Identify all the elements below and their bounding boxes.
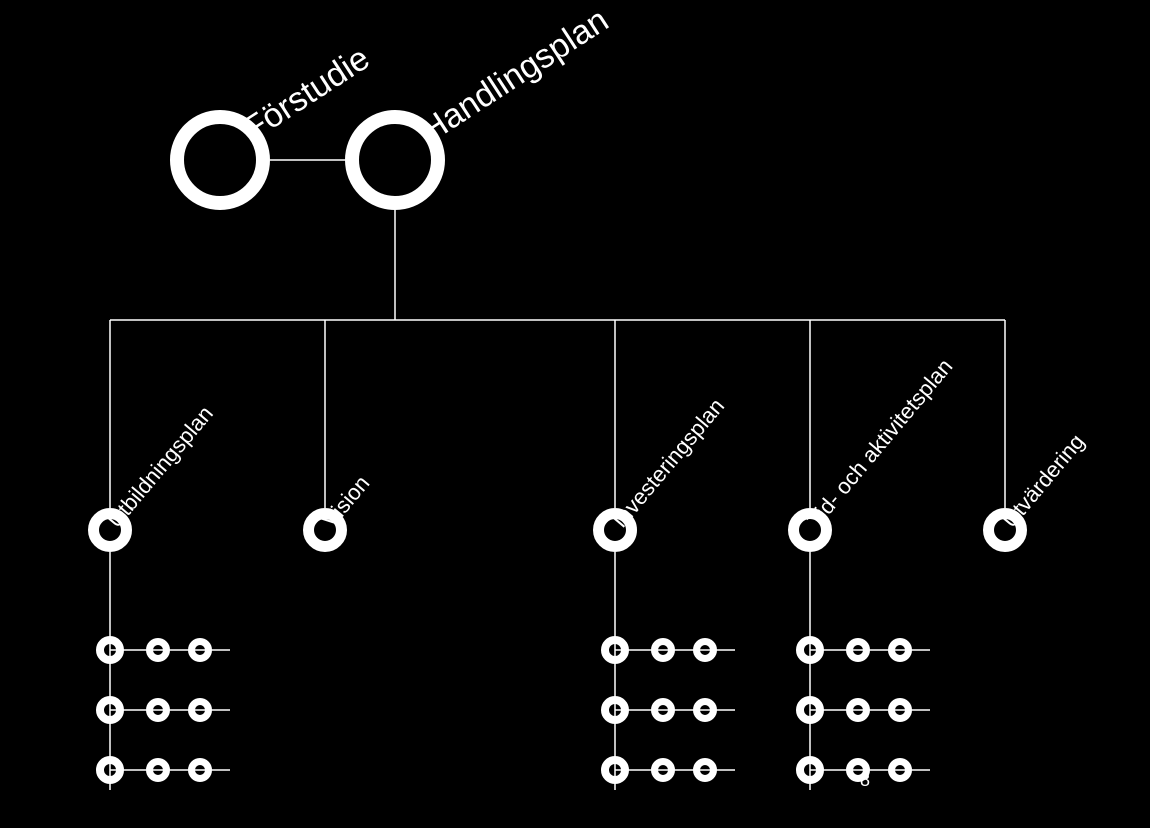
diagram-svg — [0, 0, 1150, 828]
page-number: 8 — [860, 770, 870, 791]
